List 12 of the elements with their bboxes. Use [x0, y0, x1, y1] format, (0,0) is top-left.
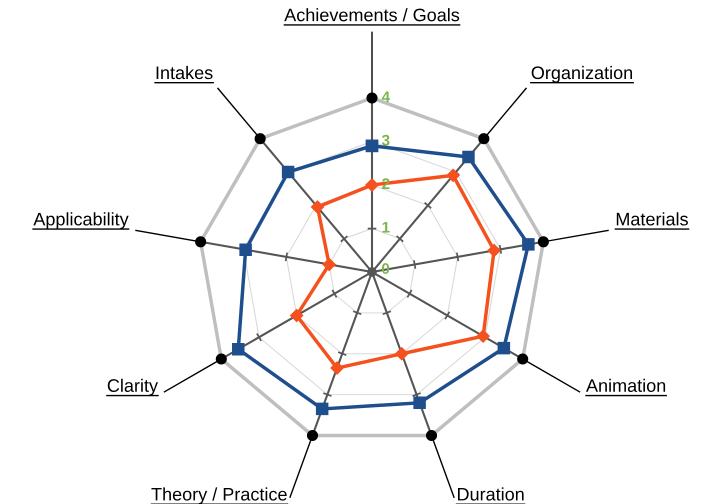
spoke-label: Theory / Practice	[151, 487, 287, 504]
spoke-label: Organization	[532, 66, 632, 83]
spoke-label: Animation	[586, 378, 666, 392]
y-tick-label: 3	[382, 134, 390, 146]
spoke-label: Clarity	[108, 378, 158, 396]
y-tick-label: 4	[382, 91, 390, 102]
spoke-label: Materials	[616, 212, 688, 226]
spoke-label: Applicability	[33, 212, 129, 230]
y-tick-label: 1	[382, 222, 390, 232]
spoke-label: Intakes	[156, 66, 213, 80]
spoke-label: Achievements / Goals	[284, 8, 460, 22]
spoke-label: Duration	[458, 487, 524, 501]
